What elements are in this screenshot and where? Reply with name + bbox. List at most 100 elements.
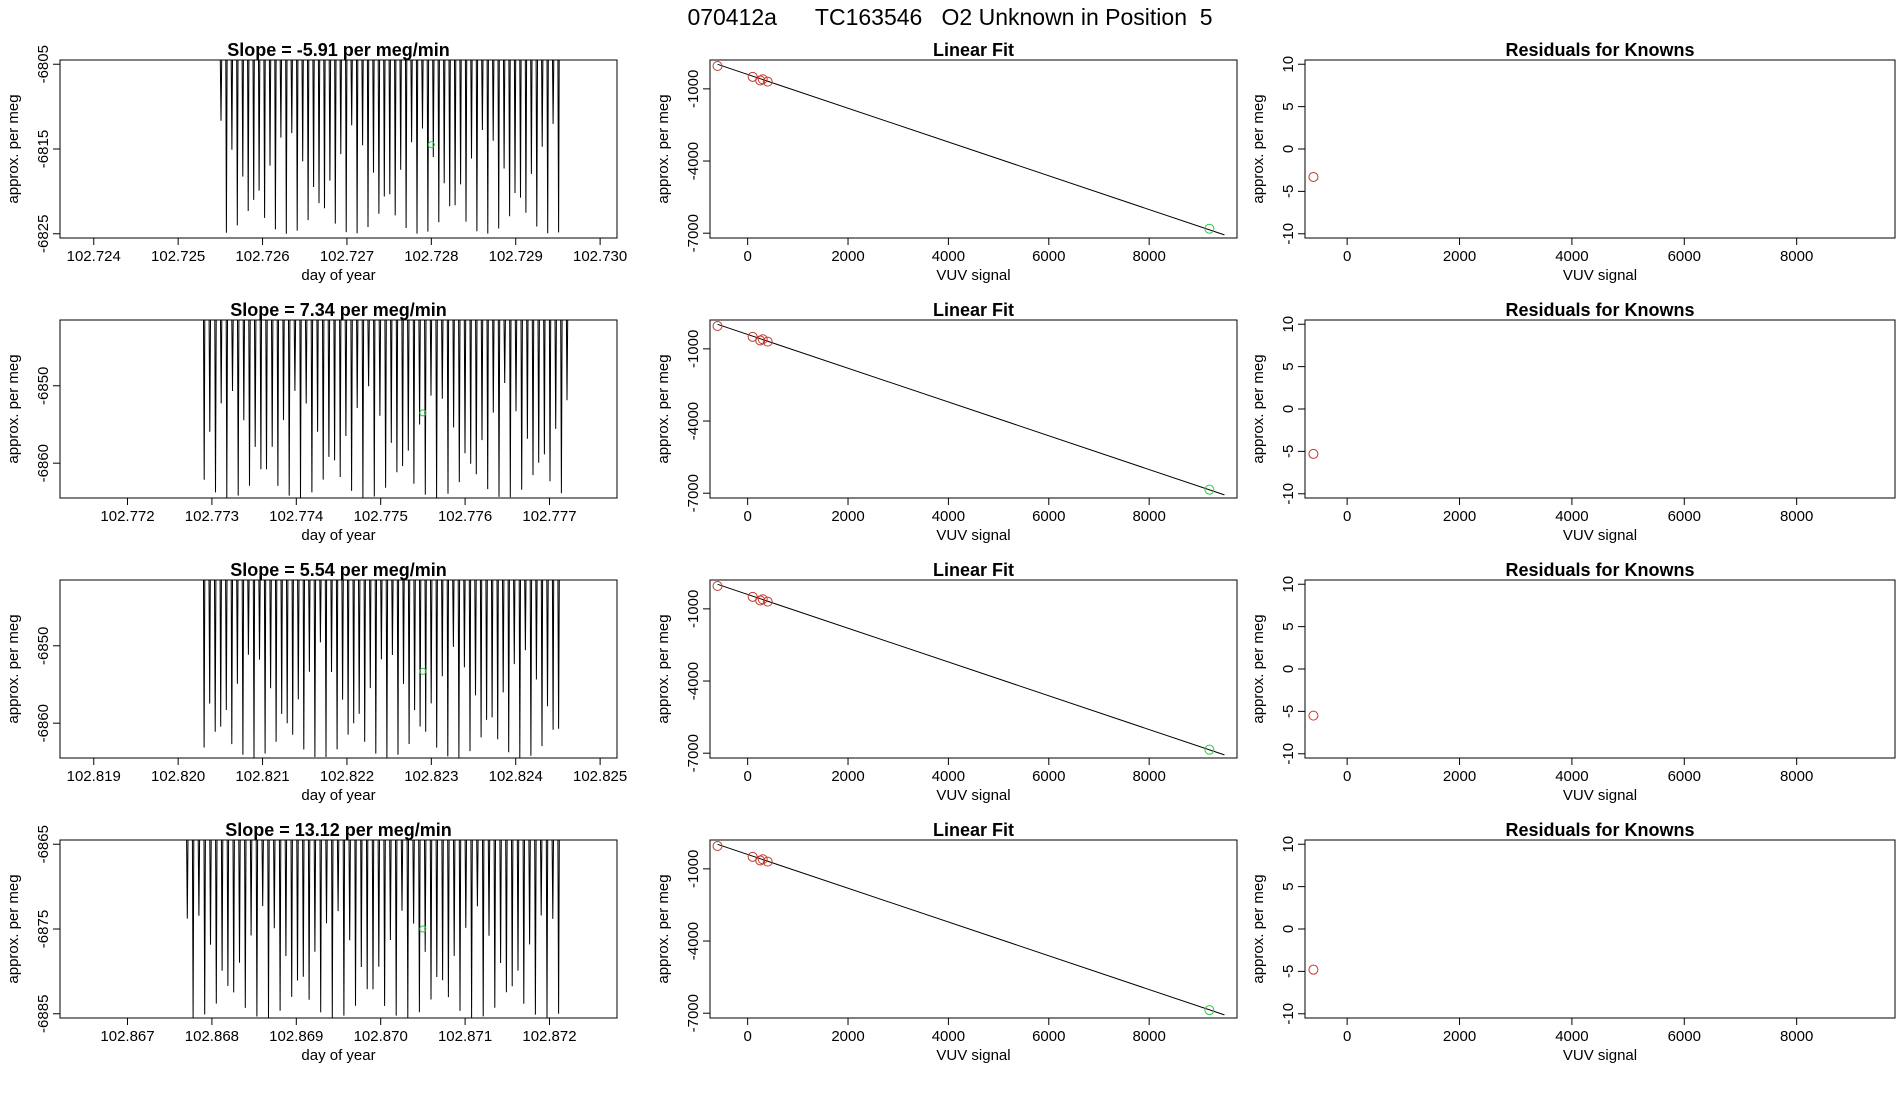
x-tick-label: 102.867 [100,1028,154,1045]
fit-line [717,323,1225,496]
panel-title: Slope = 5.54 per meg/min [230,560,447,580]
panel-linear-fit-row-4: Linear Fit 0 2000 4000 6000 8000 VUV signal -10… [655,820,1238,1064]
x-tick-label: 102.773 [185,508,239,525]
y-tick-label: 5 [1280,362,1297,370]
y-tick-label: 10 [1280,836,1297,853]
residual-point [1308,710,1319,721]
x-tick-label: 0 [1343,1028,1351,1045]
y-axis-label: approx. per meg [655,874,672,983]
known-point [712,841,723,852]
known-point [762,336,773,347]
x-tick-label: 102.820 [151,768,205,785]
x-tick-label: 4000 [1555,768,1588,785]
residual-point [1308,171,1319,182]
signal-trace [186,840,560,1018]
x-tick-label: 2000 [1443,508,1476,525]
y-tick-label: -6875 [35,910,52,948]
x-tick-label: 0 [1343,768,1351,785]
x-axis-label: VUV signal [936,787,1010,804]
x-tick-label: 102.729 [489,248,543,265]
known-point [762,856,773,867]
residual-point [1308,964,1319,975]
plot-frame [59,579,618,759]
plot-frame [709,59,1238,239]
y-tick-label: -10 [1280,1003,1297,1025]
panel-title: Linear Fit [933,820,1014,840]
y-axis-label: approx. per meg [655,94,672,203]
y-tick-label: 0 [1280,405,1297,413]
y-tick-label: -10 [1280,483,1297,505]
y-tick-label: -6805 [35,45,52,83]
x-tick-label: 4000 [932,768,965,785]
x-tick-label: 8000 [1132,248,1165,265]
x-axis-label: VUV signal [936,1047,1010,1064]
fit-line [717,843,1225,1016]
y-axis-label: approx. per meg [1250,614,1267,723]
x-tick-label: 102.727 [320,248,374,265]
x-tick-label: 2000 [831,1028,864,1045]
signal-trace [203,320,569,498]
plot-area [712,841,1225,1016]
x-tick-label: 102.869 [269,1028,323,1045]
plot-frame [1304,839,1896,1019]
plot-frame [709,579,1238,759]
plot-area [712,581,1225,756]
plot-area [1308,448,1319,459]
panel-title: Linear Fit [933,560,1014,580]
panel-linear-fit-row-1: Linear Fit 0 2000 4000 6000 8000 VUV signal -10… [655,40,1238,284]
x-tick-label: 8000 [1132,1028,1165,1045]
x-tick-label: 8000 [1780,248,1813,265]
plot-area [712,61,1225,236]
x-tick-label: 8000 [1780,768,1813,785]
panel-linear-fit-row-3: Linear Fit 0 2000 4000 6000 8000 VUV signal -10… [655,560,1238,804]
known-point [755,75,766,86]
y-tick-label: -6865 [35,825,52,863]
x-axis-label: VUV signal [936,527,1010,544]
y-tick-label: 10 [1280,316,1297,333]
x-axis-label: day of year [301,267,375,284]
x-tick-label: 102.872 [522,1028,576,1045]
signal-trace [219,60,560,234]
y-tick-label: -5 [1280,965,1297,978]
x-axis-label: VUV signal [1563,527,1637,544]
y-tick-label: 5 [1280,622,1297,630]
unknown-marker [419,925,427,933]
x-tick-label: 6000 [1032,248,1065,265]
x-tick-label: 102.871 [438,1028,492,1045]
unknown-point [1204,484,1215,495]
y-tick-label: 0 [1280,665,1297,673]
plot-frame [59,59,618,239]
run-id: 070412a [687,4,777,30]
x-tick-label: 4000 [1555,1028,1588,1045]
y-tick-label: -6885 [35,995,52,1033]
x-tick-label: 102.821 [235,768,289,785]
x-tick-label: 2000 [1443,1028,1476,1045]
x-axis-label: VUV signal [1563,787,1637,804]
x-tick-label: 8000 [1132,768,1165,785]
signal-trace [203,580,560,758]
y-axis-label: approx. per meg [5,354,22,463]
known-point [762,76,773,87]
plot-area [203,580,560,758]
x-tick-label: 102.777 [522,508,576,525]
x-axis-label: VUV signal [936,267,1010,284]
plot-frame [1304,579,1896,759]
x-axis-label: day of year [301,1047,375,1064]
panel-title: Residuals for Knowns [1505,560,1694,580]
y-tick-label: 5 [1280,102,1297,110]
panel-title: Linear Fit [933,300,1014,320]
x-tick-label: 6000 [1668,768,1701,785]
known-point [757,594,768,605]
y-tick-label: -4000 [685,142,702,180]
y-axis-label: approx. per meg [1250,94,1267,203]
x-tick-label: 102.775 [354,508,408,525]
panel-residuals-row-2: Residuals for Knowns 0 2000 4000 6000 8000 VUV… [1250,300,1896,544]
panel-title: Residuals for Knowns [1505,40,1694,60]
panel-linear-fit-row-2: Linear Fit 0 2000 4000 6000 8000 VUV signal -10… [655,300,1238,544]
fit-line [717,583,1225,756]
y-tick-label: 10 [1280,56,1297,73]
plot-area [1308,710,1319,721]
x-tick-label: 102.774 [269,508,323,525]
y-tick-label: -6860 [35,704,52,742]
